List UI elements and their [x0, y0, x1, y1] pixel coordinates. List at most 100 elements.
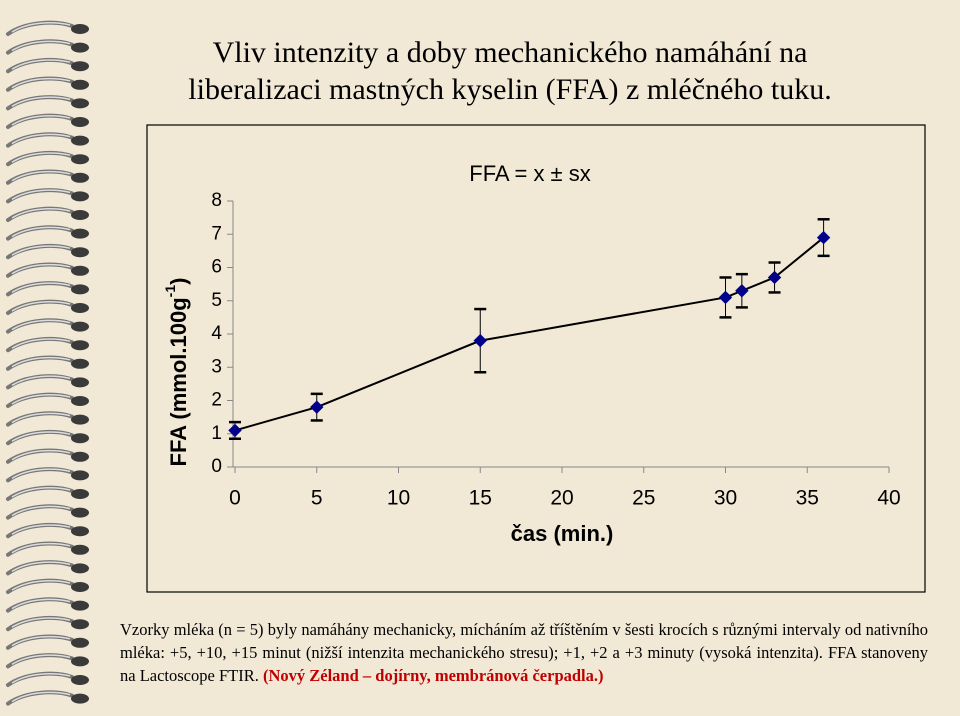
- point: [767, 270, 782, 285]
- binding-hole: [71, 507, 89, 518]
- binding-hole: [71, 172, 89, 183]
- binding-hole: [71, 470, 89, 481]
- binding-hole: [71, 600, 89, 611]
- y-tick-label: 6: [211, 257, 222, 278]
- x-axis-title: čas (min.): [511, 521, 614, 546]
- binding-ring-hl: [11, 208, 71, 219]
- x-tick-label: 30: [714, 487, 737, 510]
- binding-ring-hl: [11, 319, 71, 331]
- binding-ring-hl: [11, 133, 71, 145]
- y-axis-title: FFA (mmol.100g-1): [162, 278, 191, 467]
- line: [234, 236, 825, 432]
- x-tick-label: 35: [796, 487, 819, 510]
- binding-ring-hl: [11, 524, 71, 535]
- binding-ring-hl: [11, 617, 71, 628]
- binding-hole: [71, 544, 89, 555]
- binding-hole: [71, 117, 89, 127]
- y-tick-label: 3: [211, 356, 222, 377]
- binding-ring-hl: [11, 487, 71, 498]
- y-axis-title-end: ): [166, 278, 191, 285]
- binding-ring-hl: [11, 170, 71, 182]
- binding-hole: [71, 79, 89, 90]
- binding-ring-hl: [11, 245, 71, 256]
- caption: Vzorky mléka (n = 5) byly namáhány mecha…: [120, 618, 928, 687]
- binding-ring-hl: [11, 77, 71, 89]
- x-tick-label: 40: [877, 487, 900, 510]
- binding-hole: [71, 377, 89, 388]
- y-tick-label: 1: [211, 423, 222, 444]
- binding-ring-hl: [11, 394, 71, 405]
- binding-hole: [71, 526, 89, 537]
- slide-title: Vliv intenzity a doby mechanického namáh…: [188, 36, 832, 106]
- binding-hole: [71, 656, 89, 667]
- binding-hole: [71, 303, 89, 313]
- binding-hole: [71, 619, 89, 630]
- binding-ring-hl: [11, 598, 71, 610]
- binding-hole: [71, 637, 89, 648]
- binding-ring-hl: [11, 561, 71, 573]
- y-tick-label: 5: [211, 290, 222, 311]
- binding-hole: [71, 451, 89, 462]
- binding-hole: [71, 42, 89, 53]
- binding-ring-hl: [11, 412, 71, 424]
- binding-ring-hl: [11, 673, 71, 684]
- binding-hole: [71, 247, 89, 258]
- point: [816, 230, 831, 245]
- binding-ring-hl: [11, 282, 71, 294]
- binding-hole: [71, 396, 89, 406]
- x-tick-label: 25: [632, 487, 655, 510]
- binding-ring-hl: [11, 40, 71, 52]
- binding-hole: [71, 228, 89, 239]
- binding-hole: [71, 358, 89, 369]
- binding-hole: [71, 433, 89, 444]
- binding-hole: [71, 135, 89, 146]
- y-axis-title-text: FFA (mmol.100g: [166, 297, 191, 466]
- binding-ring-hl: [11, 263, 71, 275]
- binding-hole: [71, 340, 89, 351]
- binding-hole: [71, 563, 89, 574]
- binding-ring-hl: [11, 301, 71, 312]
- binding-hole: [71, 582, 89, 592]
- y-tick-label: 4: [211, 323, 222, 344]
- caption-text: Vzorky mléka (n = 5) byly namáhány mecha…: [120, 620, 928, 685]
- point: [473, 333, 487, 348]
- binding-ring-hl: [11, 189, 71, 201]
- binding-hole: [71, 24, 89, 34]
- binding-hole: [71, 154, 89, 165]
- point: [310, 400, 324, 414]
- binding-hole: [71, 61, 89, 72]
- y-tick-label: 2: [211, 390, 222, 411]
- binding-hole: [71, 284, 89, 295]
- binding-ring-hl: [11, 691, 71, 703]
- binding-ring-hl: [11, 338, 71, 349]
- binding-hole: [71, 489, 89, 499]
- binding-ring-hl: [11, 468, 71, 480]
- binding-ring-hl: [11, 449, 71, 461]
- x-tick-label: 0: [229, 487, 241, 510]
- y-axis-title-sup: -1: [162, 285, 178, 298]
- binding-ring-hl: [11, 356, 71, 368]
- chart-subtitle: FFA = x ± sx: [469, 161, 591, 186]
- x-tick-label: 15: [469, 487, 492, 510]
- point: [735, 284, 749, 298]
- x-tick-label: 20: [550, 487, 573, 510]
- binding-ring-hl: [11, 505, 71, 517]
- x-tick-label: 5: [311, 487, 323, 510]
- binding-ring-hl: [11, 375, 71, 387]
- binding-ring-hl: [11, 654, 71, 666]
- binding-hole: [71, 321, 89, 332]
- binding-ring-hl: [11, 152, 71, 163]
- binding-hole: [71, 693, 89, 704]
- binding-ring-hl: [11, 96, 71, 108]
- chart-frame: [146, 124, 926, 593]
- binding-ring-hl: [11, 115, 71, 126]
- binding-hole: [71, 675, 89, 685]
- y-tick-label: 7: [211, 223, 222, 244]
- binding: [6, 20, 89, 706]
- binding-hole: [71, 414, 89, 425]
- binding-ring-hl: [11, 22, 71, 33]
- binding-ring-hl: [11, 431, 71, 442]
- y-tick-label: 8: [211, 190, 222, 211]
